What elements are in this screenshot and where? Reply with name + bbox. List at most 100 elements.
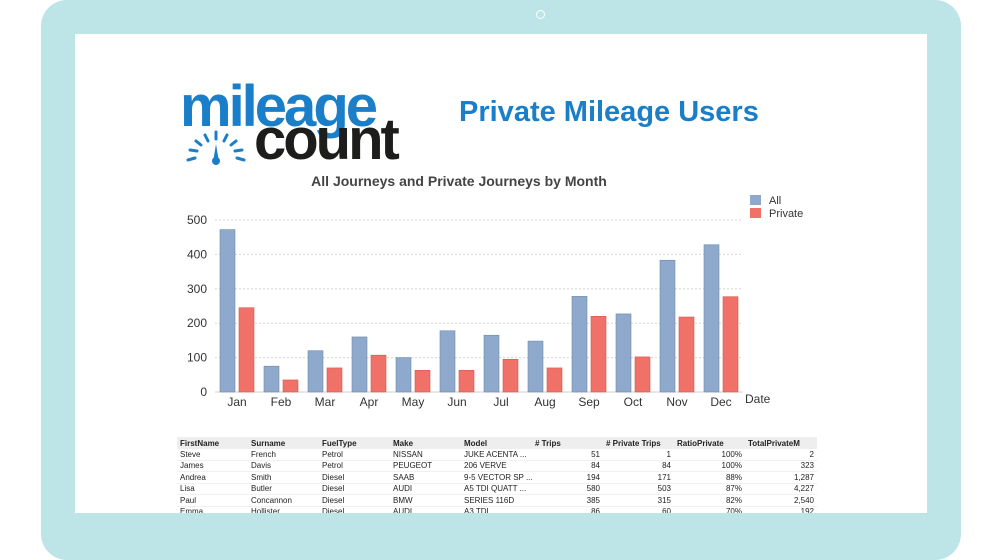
x-axis-label: Date	[745, 392, 771, 406]
column-header[interactable]: RatioPrivate	[674, 437, 745, 449]
table-header-row: FirstName Surname FuelType Make Model # Trips…	[177, 437, 817, 449]
table-row: Steve French Petrol NISSAN JUKE ACENTA ... 51…	[177, 449, 817, 461]
x-tick-label: May	[402, 395, 425, 409]
bar-private-aug	[546, 367, 563, 393]
table-cell: 87%	[674, 483, 745, 495]
table-cell: 60	[603, 506, 674, 513]
bar-all-jul	[483, 334, 500, 393]
table-cell: 70%	[674, 506, 745, 513]
x-tick-label: Oct	[624, 395, 643, 409]
bar-all-dec	[703, 244, 720, 393]
table-cell: 192	[745, 506, 817, 513]
legend-swatch-private	[750, 208, 761, 218]
table-cell: 84	[532, 460, 603, 472]
column-header[interactable]: # Trips	[532, 437, 603, 449]
table-row: Emma Hollister Diesel AUDI A3 TDI 86 60 70% 192	[177, 506, 817, 513]
table-cell: AUDI	[390, 483, 461, 495]
y-tick-label: 200	[187, 316, 207, 330]
table-row: Lisa Butler Diesel AUDI A5 TDI QUATT ... 580 5…	[177, 483, 817, 495]
users-table-container: FirstName Surname FuelType Make Model # Trips…	[177, 437, 817, 513]
x-tick-label: Dec	[710, 395, 731, 409]
x-tick-label: Jan	[227, 395, 246, 409]
column-header[interactable]: TotalPrivateM	[745, 437, 817, 449]
table-cell: 84	[603, 460, 674, 472]
y-tick-label: 400	[187, 247, 207, 261]
table-cell: 82%	[674, 494, 745, 507]
table-cell: 194	[532, 471, 603, 484]
table-cell: A5 TDI QUATT ...	[461, 483, 532, 495]
bar-private-may	[414, 370, 431, 393]
column-header[interactable]: FirstName	[177, 437, 248, 449]
table-cell: JUKE ACENTA ...	[461, 449, 532, 461]
table-cell: Smith	[248, 471, 319, 484]
table-cell: Concannon	[248, 494, 319, 507]
bar-all-jan	[219, 229, 236, 393]
x-tick-label: Feb	[271, 395, 292, 409]
y-tick-label: 0	[200, 385, 207, 399]
x-tick-label: Jun	[447, 395, 466, 409]
bar-private-nov	[678, 316, 695, 393]
bar-all-aug	[527, 340, 544, 393]
column-header[interactable]: Model	[461, 437, 532, 449]
bar-all-apr	[351, 336, 368, 393]
bar-private-mar	[326, 367, 343, 393]
bar-all-may	[395, 357, 412, 393]
table-row: James Davis Petrol PEUGEOT 206 VERVE 84 84 100%…	[177, 460, 817, 472]
table-cell: Diesel	[319, 494, 390, 507]
tablet-screen: mileage count Private Mileage Users All …	[75, 34, 927, 513]
column-header[interactable]: Surname	[248, 437, 319, 449]
table-cell: Emma	[177, 506, 248, 513]
bar-private-oct	[634, 356, 651, 393]
table-cell: 503	[603, 483, 674, 495]
table-cell: AUDI	[390, 506, 461, 513]
table-cell: SERIES 116D	[461, 494, 532, 507]
table-cell: French	[248, 449, 319, 461]
table-cell: James	[177, 460, 248, 472]
table-cell: 206 VERVE	[461, 460, 532, 472]
camera-icon	[536, 10, 545, 19]
table-cell: Diesel	[319, 483, 390, 495]
table-cell: 2,540	[745, 494, 817, 507]
bar-all-oct	[615, 313, 632, 393]
table-body: Steve French Petrol NISSAN JUKE ACENTA ... 51…	[177, 449, 817, 513]
x-tick-label: Apr	[360, 395, 379, 409]
x-tick-label: Aug	[534, 395, 555, 409]
bar-private-sep	[590, 316, 607, 393]
table-cell: 171	[603, 471, 674, 484]
table-cell: Lisa	[177, 483, 248, 495]
users-table: FirstName Surname FuelType Make Model # Trips…	[177, 437, 817, 513]
x-tick-label: Sep	[578, 395, 600, 409]
journeys-chart: All Journeys and Private Journeys by Mon…	[175, 172, 855, 412]
bar-chart-svg: All Journeys and Private Journeys by Mon…	[187, 173, 803, 409]
column-header[interactable]: FuelType	[319, 437, 390, 449]
table-cell: 1	[603, 449, 674, 461]
bar-all-sep	[571, 296, 588, 393]
y-tick-label: 500	[187, 213, 207, 227]
table-cell: 385	[532, 494, 603, 507]
table-row: Paul Concannon Diesel BMW SERIES 116D 385 315 8…	[177, 494, 817, 507]
table-cell: 86	[532, 506, 603, 513]
table-row: Andrea Smith Diesel SAAB 9-5 VECTOR SP ... 19…	[177, 471, 817, 484]
column-header[interactable]: # Private Trips	[603, 437, 674, 449]
table-cell: 100%	[674, 460, 745, 472]
bar-private-apr	[370, 354, 387, 393]
bar-private-dec	[722, 296, 739, 393]
table-cell: SAAB	[390, 471, 461, 484]
table-cell: 51	[532, 449, 603, 461]
table-cell: Davis	[248, 460, 319, 472]
table-cell: Petrol	[319, 460, 390, 472]
table-cell: 580	[532, 483, 603, 495]
table-cell: 1,287	[745, 471, 817, 484]
logo-word-count: count	[254, 107, 400, 172]
x-tick-label: Mar	[315, 395, 336, 409]
page-title: Private Mileage Users	[459, 96, 759, 128]
bar-all-nov	[659, 259, 676, 393]
bar-private-feb	[282, 379, 299, 393]
bar-all-jun	[439, 330, 456, 393]
speedometer-icon	[186, 130, 246, 165]
table-cell: PEUGEOT	[390, 460, 461, 472]
table-cell: 9-5 VECTOR SP ...	[461, 471, 532, 484]
table-cell: Paul	[177, 494, 248, 507]
table-cell: A3 TDI	[461, 506, 532, 513]
column-header[interactable]: Make	[390, 437, 461, 449]
